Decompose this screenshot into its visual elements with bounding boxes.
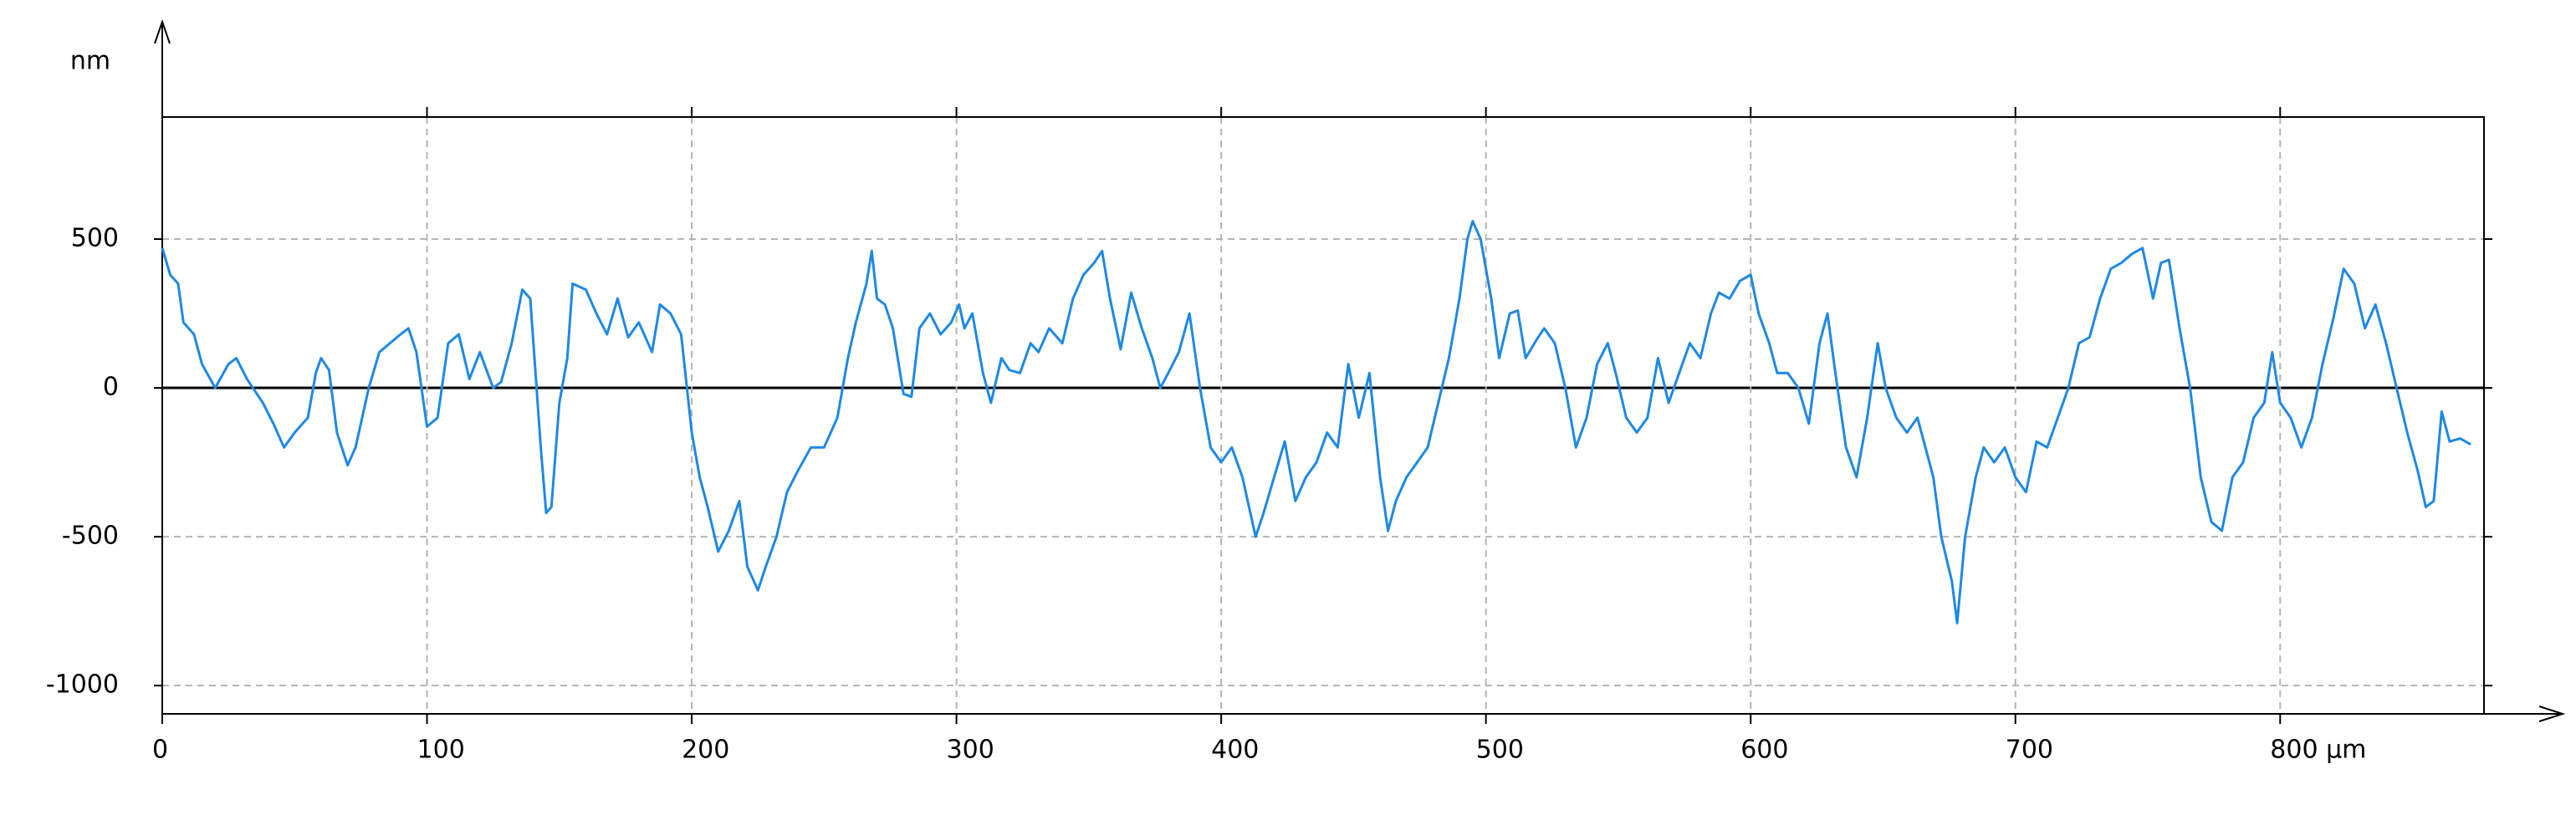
x-tick-label: 800 µm xyxy=(2270,736,2366,765)
x-axis-arrow xyxy=(2538,705,2566,722)
y-axis-arrow xyxy=(154,18,171,44)
data-line xyxy=(161,220,2471,624)
x-tick-label: 200 xyxy=(682,736,729,765)
x-tick-label: 300 xyxy=(947,736,994,765)
x-tick-label: 500 xyxy=(1476,736,1524,765)
x-tick-label: 600 xyxy=(1740,736,1788,765)
y-unit-label: nm xyxy=(70,47,110,76)
y-tick-label: 500 xyxy=(71,224,119,253)
y-tick-label: -500 xyxy=(62,522,119,551)
plot-frame xyxy=(161,116,2485,715)
y-tick-label: -1000 xyxy=(46,670,119,700)
y-tick-label: 0 xyxy=(103,373,119,402)
x-tick-label: 0 xyxy=(152,736,168,765)
x-tick-label: 400 xyxy=(1211,736,1259,765)
x-tick-label: 700 xyxy=(2006,736,2053,765)
x-tick-label: 100 xyxy=(417,736,465,765)
